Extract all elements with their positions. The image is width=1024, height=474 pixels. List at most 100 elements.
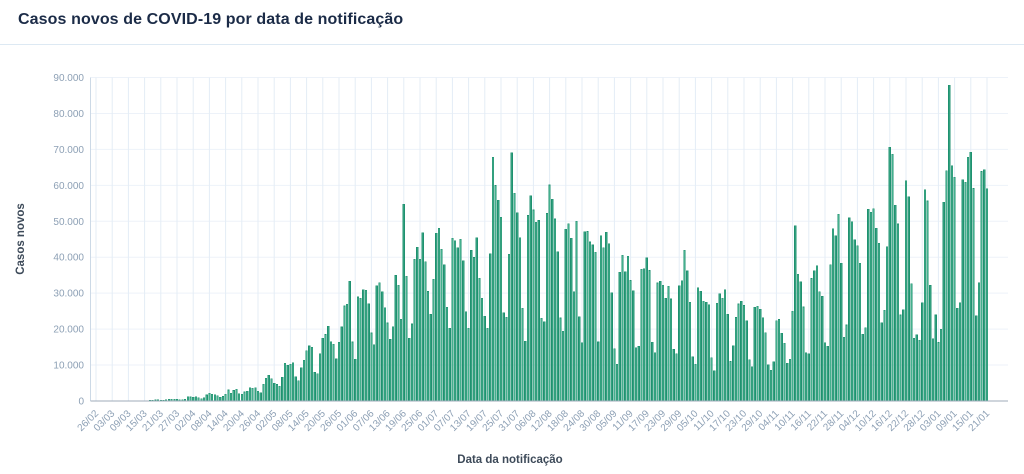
bar[interactable] [343,305,346,402]
bar[interactable] [969,151,972,402]
bar[interactable] [327,325,330,402]
bar[interactable] [605,231,608,402]
bar[interactable] [640,268,643,402]
bar[interactable] [742,305,746,402]
bar[interactable] [381,291,384,402]
bar[interactable] [486,327,489,402]
bar[interactable] [651,341,654,402]
bar[interactable] [481,298,484,402]
bar[interactable] [489,253,492,402]
bar[interactable] [324,334,327,402]
bar[interactable] [618,271,621,402]
bar[interactable] [316,373,319,402]
bar[interactable] [219,397,222,402]
bar[interactable] [964,181,967,402]
bar[interactable] [308,345,311,402]
bar[interactable] [483,316,486,402]
bar[interactable] [715,302,719,402]
bar[interactable] [551,199,554,402]
bar[interactable] [416,247,419,402]
bar[interactable] [975,315,978,402]
bar[interactable] [262,384,265,402]
bar[interactable] [621,254,624,402]
bar[interactable] [297,380,300,402]
bar[interactable] [448,327,451,402]
bar[interactable] [459,238,462,402]
bar[interactable] [667,285,670,402]
bar[interactable] [537,220,540,402]
bar[interactable] [521,307,524,402]
bar[interactable] [610,292,613,402]
bar[interactable] [321,338,324,402]
bar[interactable] [724,289,727,402]
bar[interactable] [505,317,508,402]
bar[interactable] [354,359,357,402]
bar[interactable] [294,376,297,402]
bar[interactable] [648,270,651,402]
bar[interactable] [815,265,818,402]
bar[interactable] [405,276,408,402]
bar[interactable] [400,318,403,402]
bar[interactable] [845,324,848,402]
bar[interactable] [769,370,773,402]
bar[interactable] [564,228,567,402]
bar[interactable] [837,214,840,402]
bar[interactable] [632,290,635,402]
bar[interactable] [524,340,527,402]
bar[interactable] [864,327,867,402]
bar[interactable] [616,363,619,402]
bar[interactable] [702,300,705,402]
bar[interactable] [313,372,316,402]
bar[interactable] [767,364,770,402]
bar[interactable] [394,275,397,402]
bar[interactable] [478,277,481,402]
bar[interactable] [508,253,511,402]
bar[interactable] [899,314,902,402]
bar[interactable] [526,215,530,402]
bar[interactable] [497,199,500,402]
bar[interactable] [189,396,192,402]
bar[interactable] [745,320,748,402]
bar[interactable] [567,223,570,402]
bar[interactable] [240,393,243,402]
bar[interactable] [805,352,808,402]
bar[interactable] [907,196,910,402]
bar[interactable] [302,359,305,402]
bar[interactable] [337,342,341,402]
bar[interactable] [451,237,454,402]
bar[interactable] [375,285,378,402]
bar[interactable] [904,180,908,402]
bar[interactable] [472,257,476,402]
bar[interactable] [721,297,724,402]
bar[interactable] [823,342,827,402]
bar[interactable] [683,249,686,402]
bar[interactable] [748,359,751,402]
bar[interactable] [597,341,600,402]
bar[interactable] [780,332,783,402]
bar[interactable] [397,285,400,402]
bar[interactable] [553,218,557,402]
bar[interactable] [238,393,241,402]
bar[interactable] [972,188,975,402]
bar[interactable] [572,291,575,402]
bar[interactable] [697,287,700,402]
bar[interactable] [913,338,916,402]
bar[interactable] [867,208,870,402]
bar[interactable] [942,202,945,402]
bar[interactable] [953,176,956,402]
bar[interactable] [456,247,459,402]
bar[interactable] [694,363,697,402]
bar[interactable] [672,349,675,402]
bar[interactable] [880,322,883,402]
bar[interactable] [872,208,875,402]
bar[interactable] [556,251,559,402]
bar[interactable] [408,337,411,402]
bar[interactable] [948,84,951,402]
bar[interactable] [637,346,640,402]
bar[interactable] [475,237,478,402]
bar[interactable] [580,342,584,402]
bar[interactable] [859,262,862,402]
bar[interactable] [232,390,235,402]
bar[interactable] [427,291,430,402]
bar[interactable] [607,243,611,402]
